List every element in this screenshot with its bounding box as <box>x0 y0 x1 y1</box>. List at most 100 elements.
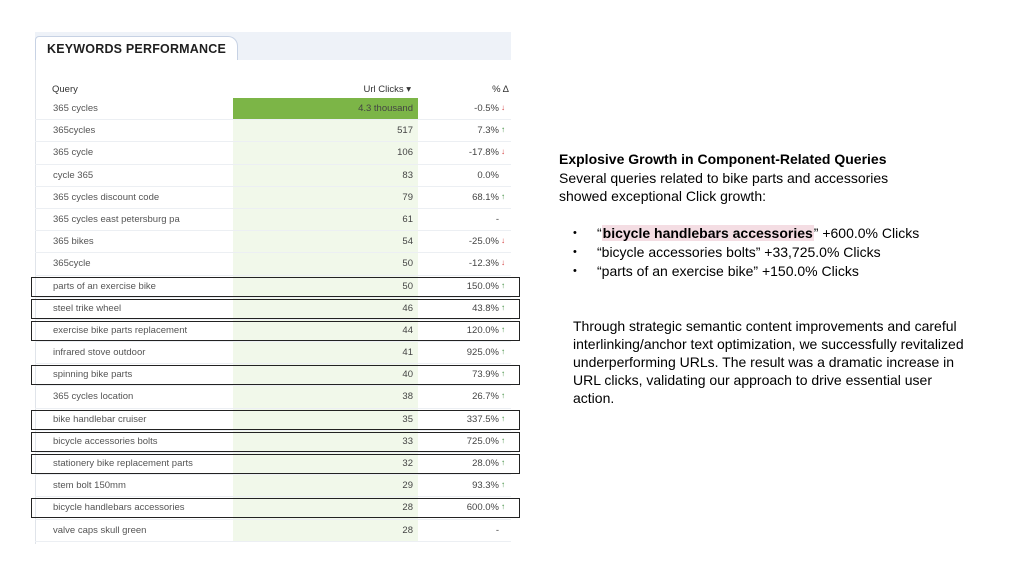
clicks-bar <box>233 386 418 408</box>
percent-delta-cell: -25.0% <box>468 236 499 248</box>
intro-text: Several queries related to bike parts an… <box>559 170 889 204</box>
percent-delta-cell: 120.0% <box>466 324 499 336</box>
clicks-bar <box>233 319 418 342</box>
clicks-bar <box>233 430 418 452</box>
arrow-up-icon: ↑ <box>501 302 505 312</box>
header-url-clicks[interactable]: Url Clicks ▾ <box>363 84 411 95</box>
tab-bar: KEYWORDS PERFORMANCE <box>35 32 511 62</box>
table-row[interactable]: bicycle handlebars accessories 28 600.0% ↑ <box>31 497 520 520</box>
arrow-up-icon: ↑ <box>501 480 505 490</box>
table-row[interactable]: 365 cycle 106 -17.8% ↓ <box>35 142 511 165</box>
table-header: Query Url Clicks ▾ % Δ <box>35 84 511 102</box>
url-clicks-cell: 28 <box>402 502 413 514</box>
url-clicks-cell: 35 <box>402 413 413 425</box>
summary-paragraph: Through strategic semantic content impro… <box>573 318 964 406</box>
url-clicks-cell: 46 <box>402 302 413 314</box>
url-clicks-cell: 4.3 thousand <box>358 103 413 114</box>
percent-delta-cell: -17.8% <box>468 147 499 159</box>
arrow-up-icon: ↑ <box>501 324 505 334</box>
url-clicks-cell: 44 <box>402 324 413 336</box>
arrow-up-icon: ↑ <box>501 413 505 423</box>
percent-delta-cell: - <box>495 524 499 536</box>
table-row[interactable]: parts of an exercise bike 50 150.0% ↑ <box>31 275 520 298</box>
query-cell: bicycle accessories bolts <box>53 435 158 447</box>
percent-delta-cell: 68.1% <box>472 191 499 203</box>
arrow-up-icon: ↑ <box>501 502 505 512</box>
clicks-bar <box>233 164 418 186</box>
percent-delta-cell: 150.0% <box>466 280 499 292</box>
percent-delta-cell: 93.3% <box>472 480 499 492</box>
arrow-up-icon: ↑ <box>501 458 505 467</box>
table-row[interactable]: infrared stove outdoor 41 925.0% ↑ <box>35 342 511 365</box>
highlighted-keyword: bicycle handlebars accessories <box>601 225 814 241</box>
header-query[interactable]: Query <box>52 84 78 95</box>
table-row[interactable]: exercise bike parts replacement 44 120.0% ↑ <box>31 319 520 343</box>
query-cell: exercise bike parts replacement <box>53 324 188 336</box>
query-cell: stationery bike replacement parts <box>53 458 193 469</box>
bullet-dot-icon: • <box>573 265 577 277</box>
query-cell: infrared stove outdoor <box>53 347 146 359</box>
url-clicks-cell: 38 <box>402 391 413 403</box>
table-row[interactable]: stem bolt 150mm 29 93.3% ↑ <box>35 475 511 498</box>
url-clicks-cell: 61 <box>402 213 413 225</box>
bullet-text-rest: ” +600.0% Clicks <box>813 225 920 241</box>
table-row[interactable]: spinning bike parts 40 73.9% ↑ <box>31 364 520 387</box>
table-row[interactable]: bicycle accessories bolts 33 725.0% ↑ <box>31 430 520 453</box>
arrow-down-icon: ↓ <box>501 103 505 112</box>
table-row[interactable]: 365 cycles location 38 26.7% ↑ <box>35 386 511 409</box>
growth-bullet-list: • “bicycle handlebars accessories” +600.0… <box>573 224 919 281</box>
clicks-bar <box>233 120 418 142</box>
query-cell: stem bolt 150mm <box>53 480 126 492</box>
table-row[interactable]: cycle 365 83 0.0% <box>35 164 511 187</box>
table-row[interactable]: 365cycle 50 -12.3% ↓ <box>35 253 511 276</box>
growth-bullet: • “bicycle accessories bolts” +33,725.0% … <box>573 243 919 262</box>
table-row[interactable]: stationery bike replacement parts 32 28.0%… <box>31 453 520 476</box>
clicks-bar <box>233 208 418 231</box>
table-row[interactable]: valve caps skull green 28 - <box>35 519 511 542</box>
url-clicks-cell: 33 <box>402 435 413 447</box>
query-cell: 365 bikes <box>53 236 94 248</box>
clicks-bar <box>233 98 418 120</box>
url-clicks-cell: 40 <box>402 369 413 381</box>
clicks-bar <box>233 297 418 319</box>
arrow-up-icon: ↑ <box>501 347 505 357</box>
table-row[interactable]: bike handlebar cruiser 35 337.5% ↑ <box>31 408 520 431</box>
url-clicks-cell: 32 <box>402 458 413 469</box>
table-row[interactable]: 365 cycles discount code 79 68.1% ↑ <box>35 186 511 209</box>
clicks-bar <box>233 275 418 297</box>
table-row[interactable]: 365 cycles 4.3 thousand -0.5% ↓ <box>35 98 511 121</box>
url-clicks-cell: 50 <box>402 280 413 292</box>
header-percent-delta[interactable]: % Δ <box>492 84 509 95</box>
percent-delta-cell: 73.9% <box>472 369 499 381</box>
percent-delta-cell: 337.5% <box>466 413 499 425</box>
tab-keywords-performance[interactable]: KEYWORDS PERFORMANCE <box>35 36 238 62</box>
query-cell: bicycle handlebars accessories <box>53 502 185 514</box>
percent-delta-cell: 925.0% <box>466 347 499 359</box>
url-clicks-cell: 28 <box>402 524 413 536</box>
table-row[interactable]: 365 bikes 54 -25.0% ↓ <box>35 231 511 254</box>
query-cell: 365cycle <box>53 258 91 270</box>
bullet-text: “bicycle accessories bolts” +33,725.0% C… <box>597 244 881 260</box>
table-row[interactable]: steel trike wheel 46 43.8% ↑ <box>31 297 520 320</box>
percent-delta-cell: 26.7% <box>472 391 499 403</box>
query-cell: 365cycles <box>53 125 96 137</box>
arrow-up-icon: ↑ <box>501 191 505 201</box>
query-cell: cycle 365 <box>53 169 94 181</box>
keywords-performance-panel: KEYWORDS PERFORMANCE Query Url Clicks ▾ … <box>31 32 520 544</box>
arrow-down-icon: ↓ <box>501 147 505 157</box>
arrow-down-icon: ↓ <box>501 236 505 246</box>
table-row[interactable]: 365cycles 517 7.3% ↑ <box>35 120 511 143</box>
clicks-bar <box>233 519 418 541</box>
query-cell: bike handlebar cruiser <box>53 413 147 425</box>
clicks-bar <box>233 453 418 475</box>
clicks-bar <box>233 142 418 164</box>
percent-delta-cell: 600.0% <box>466 502 499 514</box>
query-cell: 365 cycles <box>53 103 98 114</box>
clicks-bar <box>233 186 418 208</box>
url-clicks-cell: 517 <box>397 125 413 137</box>
table-row[interactable]: 365 cycles east petersburg pa 61 - <box>35 208 511 232</box>
percent-delta-cell: 7.3% <box>477 125 499 137</box>
percent-delta-cell: -0.5% <box>474 103 499 114</box>
url-clicks-cell: 54 <box>402 236 413 248</box>
keywords-table-body: 365 cycles 4.3 thousand -0.5% ↓ 365cycles 517… <box>31 98 520 542</box>
